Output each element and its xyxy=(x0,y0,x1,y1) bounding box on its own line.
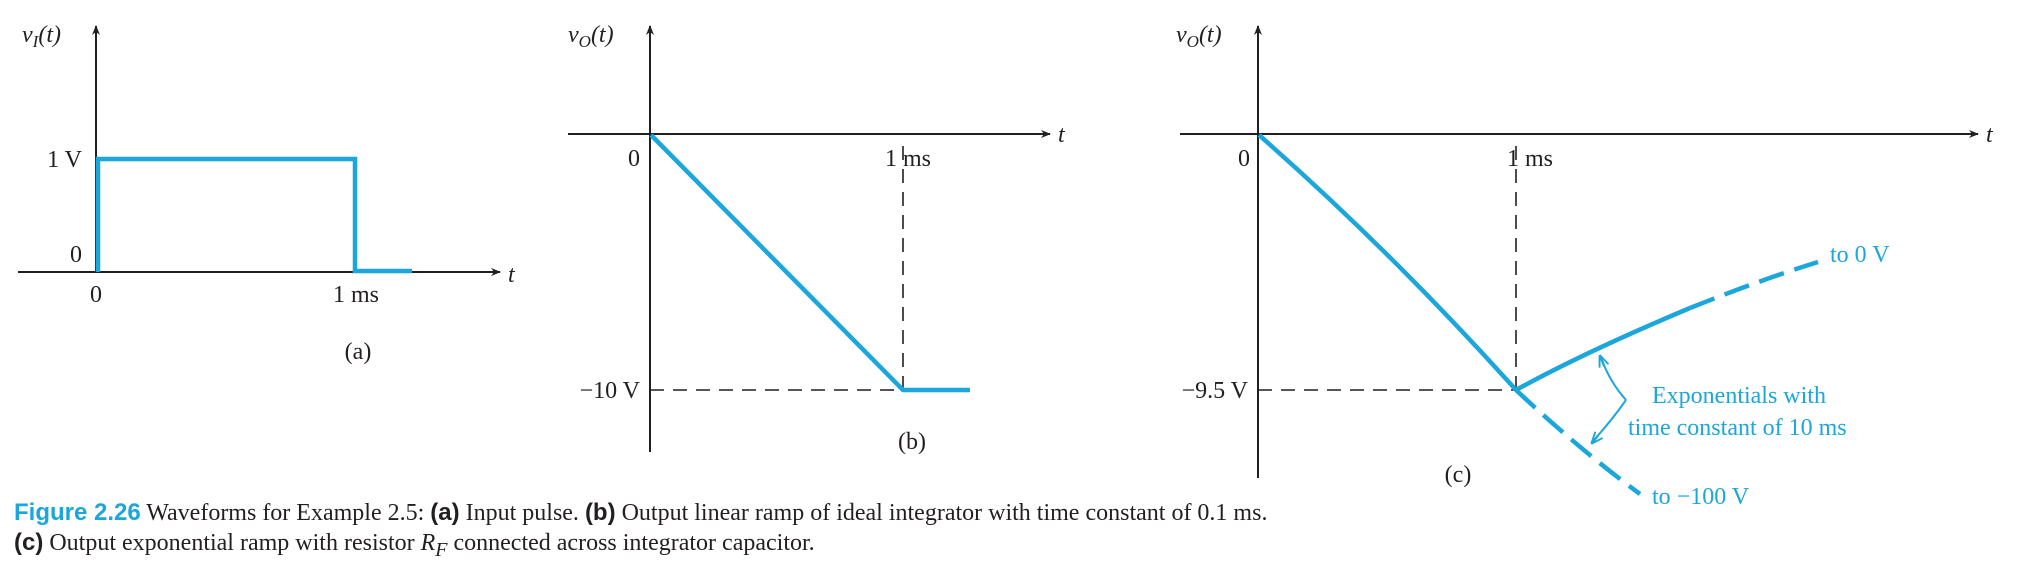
panel-a-x-tick-1ms: 1 ms xyxy=(333,282,379,308)
panel-a-x-tick-0: 0 xyxy=(90,282,102,308)
caption-a-label: (a) xyxy=(430,499,460,526)
panel-c-continuation-dashed xyxy=(1514,388,1642,496)
panel-c-decay-to-zero-solid xyxy=(1514,305,1691,392)
panel-b-y-label: vO(t) xyxy=(568,22,614,51)
panel-b: vO(t) t 0 1 ms −10 V (b) xyxy=(568,22,1066,455)
panel-c-arrow-up xyxy=(1600,356,1604,366)
panel-a-x-label: t xyxy=(508,262,516,288)
panel-c-arrow-down xyxy=(1592,436,1598,443)
panel-c-label: (c) xyxy=(1445,462,1472,488)
figure-number: Figure 2.26 xyxy=(14,499,141,526)
caption-rf-symbol: RF xyxy=(420,530,448,561)
panel-c-exponential-ramp xyxy=(1257,133,1518,392)
panel-c-x-label: t xyxy=(1986,122,1994,148)
panel-b-y-label-sub: O xyxy=(579,32,591,51)
panel-c-y-label: vO(t) xyxy=(1176,22,1222,51)
panel-c-annotation-to-0: to 0 V xyxy=(1830,242,1890,268)
panel-c-decay-to-zero-dashed xyxy=(1689,259,1819,311)
panel-c-annotation-to-neg100: to −100 V xyxy=(1652,484,1750,510)
panel-a-y-label-sub: I xyxy=(32,32,40,51)
panel-b-output-ramp xyxy=(649,133,970,393)
panel-c-annotation-exp-line2: time constant of 10 ms xyxy=(1628,415,1847,441)
panel-b-origin-label: 0 xyxy=(628,146,640,172)
panel-a-label: (a) xyxy=(345,339,372,365)
panel-a: vI(t) t 1 V 0 0 1 ms (a) xyxy=(18,22,516,365)
panel-b-y-tick-min: −10 V xyxy=(580,378,641,404)
panel-a-y-tick-0: 0 xyxy=(70,242,82,268)
panel-c-y-tick-min: −9.5 V xyxy=(1182,378,1249,404)
panel-c-annotation-arrows xyxy=(1593,359,1627,441)
panel-c-x-tick-1ms: 1 ms xyxy=(1507,146,1553,172)
panel-a-y-tick-1v: 1 V xyxy=(47,147,83,173)
panel-b-label: (b) xyxy=(898,429,926,455)
panel-a-y-label: vI(t) xyxy=(22,22,61,51)
panel-c-annotation-exp-line1: Exponentials with xyxy=(1652,383,1826,409)
panel-c-y-label-sub: O xyxy=(1187,32,1199,51)
caption-b-label: (b) xyxy=(584,499,616,526)
caption-c-label: (c) xyxy=(14,529,44,556)
panel-c: vO(t) t 0 1 ms −9.5 V to 0 V Exponential… xyxy=(1176,22,1994,510)
panel-b-x-label: t xyxy=(1058,122,1066,148)
panel-c-origin-label: 0 xyxy=(1238,146,1250,172)
panel-b-x-tick-1ms: 1 ms xyxy=(885,146,931,172)
panel-a-input-pulse xyxy=(95,156,412,274)
figure-caption: Figure 2.26 Waveforms for Example 2.5: (… xyxy=(14,499,1268,561)
